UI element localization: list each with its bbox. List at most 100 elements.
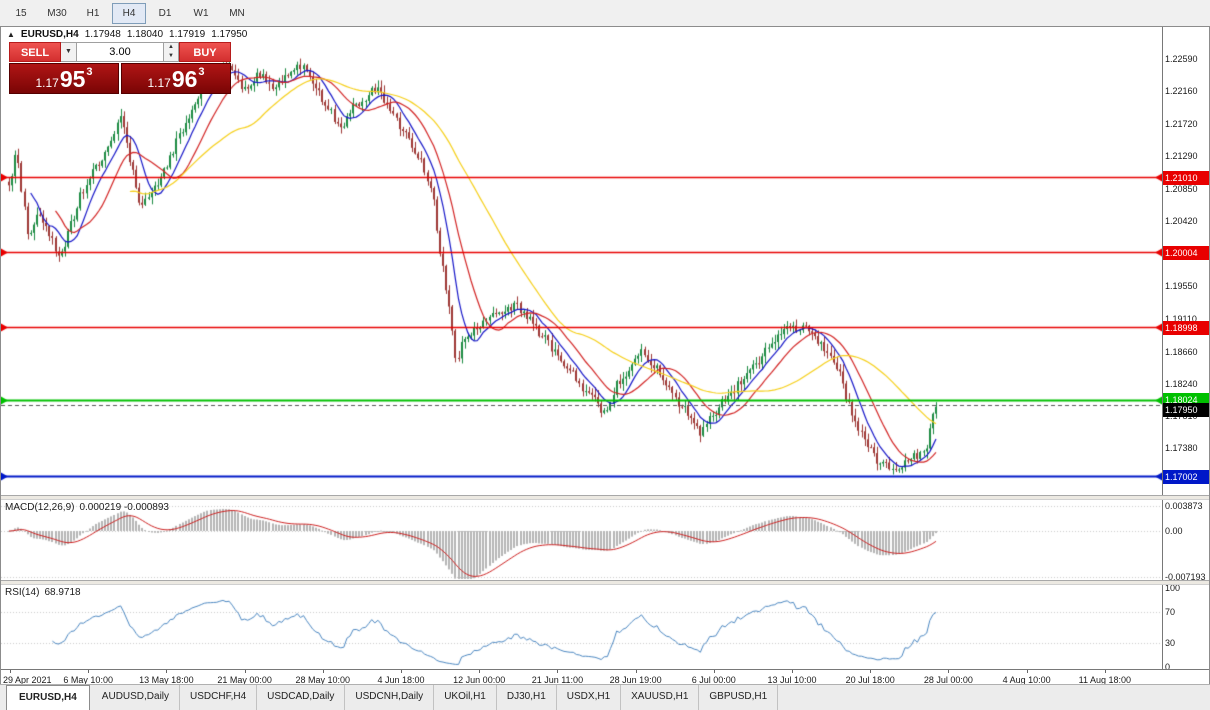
time-tick [557,670,558,673]
tab-audusd-daily[interactable]: AUDUSD,Daily [92,685,181,710]
price-tick: 0.00 [1165,526,1183,536]
tab-eurusd-h4[interactable]: EURUSD,H4 [6,685,90,710]
time-tick [714,670,715,673]
one-click-trade-panel: SELL ▼ ▲ ▼ BUY 1.17 95 3 [9,42,231,94]
price-tick: 0.003873 [1165,501,1203,511]
symbol-marker-icon: ▲ [7,30,15,39]
time-label: 29 Apr 2021 [3,675,52,685]
time-label: 4 Aug 10:00 [1002,675,1051,685]
macd-values: 0.000219 -0.000893 [79,502,169,513]
price-tick: 1.18660 [1165,347,1198,357]
tab-usdcad-daily[interactable]: USDCAD,Daily [257,685,346,710]
time-label: 21 Jun 11:00 [531,675,584,685]
open-value: 1.17948 [84,29,121,40]
chart-window: 1.22590 1.22160 1.21720 1.21290 1.20850 1.204… [0,26,1210,688]
time-label: 11 Aug 18:00 [1078,675,1131,685]
timeframe-button-m15[interactable]: 15 [15,7,27,19]
tab-xauusd-h1[interactable]: XAUUSD,H1 [621,685,700,710]
sell-price-display[interactable]: 1.17 95 3 [9,63,119,94]
timeframe-button-m30[interactable]: M30 [47,7,67,19]
time-tick [10,670,11,673]
timeframe-button-mn[interactable]: MN [229,7,245,19]
tab-usdchf-h4[interactable]: USDCHF,H4 [180,685,258,710]
price-tag[interactable]: 1.20004 [1163,246,1209,260]
price-tick: 1.22160 [1165,86,1198,96]
pane-separator[interactable] [1,495,1209,500]
macd-pane: 0.003873 0.00 -0.007193 MACD(12,26,9) 0.000… [1,500,1209,580]
tab-dj30-h1[interactable]: DJ30,H1 [497,685,557,710]
time-label: 12 Jun 00:00 [453,675,506,685]
high-value: 1.18040 [126,29,164,40]
tab-usdcnh-daily[interactable]: USDCNH,Daily [345,685,435,710]
stepper-up-icon[interactable]: ▲ [168,44,174,50]
time-tick [636,670,637,673]
time-tick [479,670,480,673]
timeframe-button-h1[interactable]: H1 [86,7,100,19]
buy-price-pips: 96 [171,66,198,93]
sell-price-pips: 95 [59,66,86,93]
time-label: 6 Jul 00:00 [691,675,736,685]
timeframe-toolbar: 15 M30 H1 H4 D1 W1 MN [0,0,1210,27]
price-tick: 1.18240 [1165,379,1198,389]
volume-stepper[interactable]: ▲ ▼ [164,42,179,62]
rsi-value: 68.9718 [44,587,81,598]
tab-ukoil-h1[interactable]: UKOil,H1 [434,685,497,710]
price-tick: 30 [1165,638,1176,648]
buy-price-figure: 1.17 [147,76,171,90]
time-label: 28 Jul 00:00 [923,675,973,685]
pane-separator[interactable] [1,580,1209,585]
time-tick [948,670,949,673]
timeframe-button-w1[interactable]: W1 [193,7,209,19]
buy-button[interactable]: BUY [179,42,231,62]
price-tag[interactable]: 1.18998 [1163,321,1209,335]
price-tick: 1.20420 [1165,216,1198,226]
time-label: 20 Jul 18:00 [845,675,895,685]
volume-input[interactable] [77,42,164,62]
rsi-canvas[interactable] [1,585,1162,669]
price-tag[interactable]: 1.17002 [1163,470,1209,484]
candlestick-chart-canvas[interactable] [1,27,1162,495]
volume-dropdown-button[interactable]: ▼ [61,42,77,62]
rsi-pane: 100 70 30 0 RSI(14) 68.9718 [1,585,1209,669]
tab-gbpusd-h1[interactable]: GBPUSD,H1 [699,685,779,710]
price-tick: 1.19110 [1165,314,1197,324]
price-axis[interactable]: 1.22590 1.22160 1.21720 1.21290 1.20850 1.204… [1162,27,1209,495]
macd-label: MACD(12,26,9) 0.000219 -0.000893 [5,502,174,513]
time-label: 21 May 00:00 [217,675,272,685]
close-value: 1.17950 [211,29,248,40]
timeframe-button-d1[interactable]: D1 [158,7,172,19]
sell-button[interactable]: SELL [9,42,61,62]
macd-canvas[interactable] [1,500,1162,580]
time-axis[interactable]: 29 Apr 2021 6 May 10:00 13 May 18:00 21 May… [1,669,1209,688]
price-tick: 0 [1165,662,1171,669]
time-label: 6 May 10:00 [63,675,113,685]
price-tick: 100 [1165,585,1181,593]
rsi-axis[interactable]: 100 70 30 0 [1162,585,1209,669]
rsi-label: RSI(14) 68.9718 [5,587,86,598]
macd-axis[interactable]: 0.003873 0.00 -0.007193 [1162,500,1209,580]
sell-price-pipette: 3 [86,66,93,78]
time-tick [1027,670,1028,673]
low-value: 1.17919 [169,29,206,40]
time-label: 28 May 10:00 [295,675,351,685]
time-tick [323,670,324,673]
time-tick [166,670,167,673]
chart-tab-bar: EURUSD,H4 AUDUSD,Daily USDCHF,H4 USDCAD,… [0,684,1210,710]
rsi-title: RSI(14) [5,587,40,598]
buy-price-display[interactable]: 1.17 96 3 [121,63,231,94]
macd-title: MACD(12,26,9) [5,502,75,513]
time-tick [401,670,402,673]
time-label: 28 Jun 19:00 [609,675,662,685]
chevron-down-icon: ▼ [65,48,72,55]
price-tag[interactable]: 1.21010 [1163,171,1209,185]
tab-usdx-h1[interactable]: USDX,H1 [557,685,622,710]
timeframe-button-h4[interactable]: H4 [112,2,146,24]
ohlc-readout: ▲ EURUSD,H4 1.17948 1.18040 1.17919 1.17… [7,29,247,40]
stepper-down-icon[interactable]: ▼ [168,53,174,59]
buy-price-pipette: 3 [198,66,205,78]
sell-price-figure: 1.17 [35,76,59,90]
price-tick: 1.19550 [1165,281,1198,291]
price-tick: 1.22590 [1165,54,1198,64]
price-tick: 1.21290 [1165,151,1198,161]
